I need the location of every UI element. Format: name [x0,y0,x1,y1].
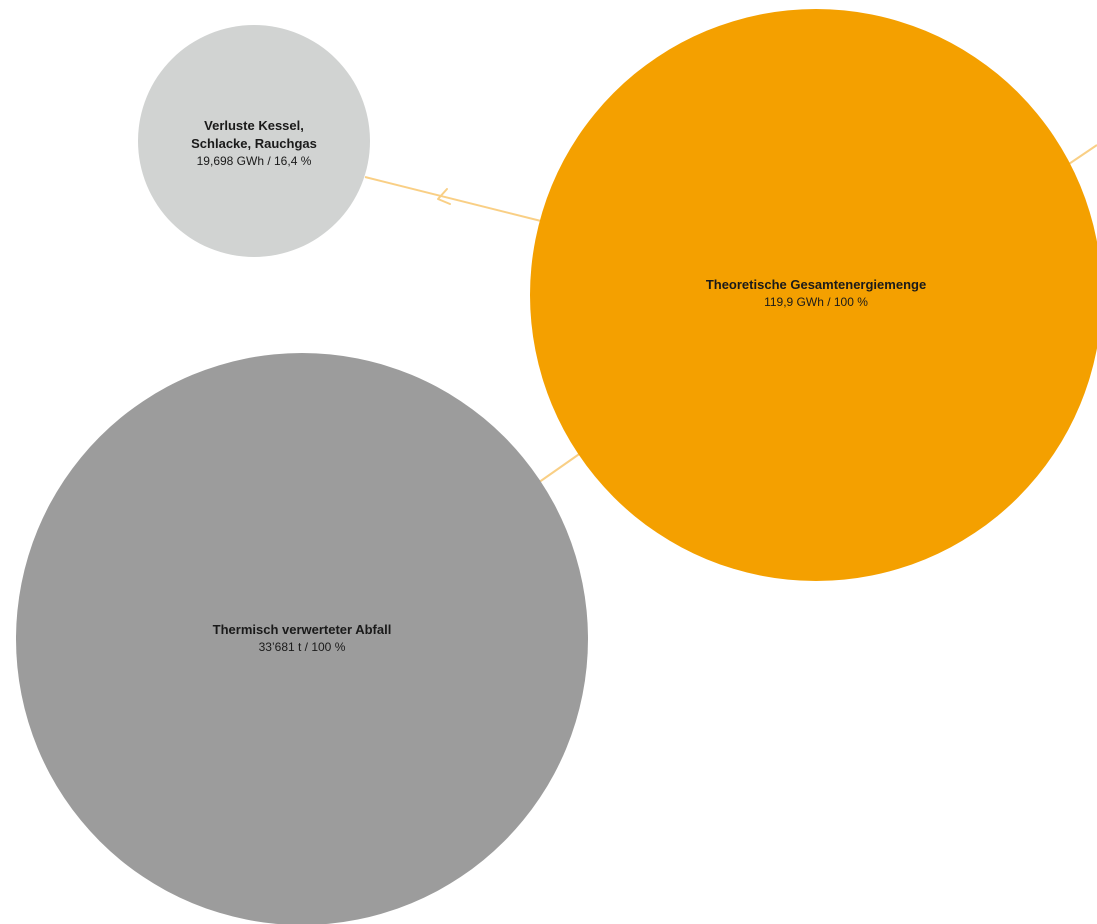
boiler-losses-value: 19,698 GWh / 16,4 % [191,153,317,169]
boiler-losses-title-line2: Schlacke, Rauchgas [191,135,317,153]
thermal-waste-label: Thermisch verwerteter Abfall 33’681 t / … [213,621,392,655]
total-energy-value: 119,9 GWh / 100 % [706,294,926,310]
boiler-losses-label: Verluste Kessel, Schlacke, Rauchgas 19,6… [191,117,317,169]
total-energy-title: Theoretische Gesamtenergiemenge [706,276,926,294]
boiler-losses-title-line1: Verluste Kessel, [191,117,317,135]
total-energy-label: Theoretische Gesamtenergiemenge 119,9 GW… [706,276,926,310]
thermal-waste-value: 33’681 t / 100 % [213,639,392,655]
connector-waste-to-total [535,450,585,485]
thermal-waste-title: Thermisch verwerteter Abfall [213,621,392,639]
connector-total-to-losses [365,177,545,222]
